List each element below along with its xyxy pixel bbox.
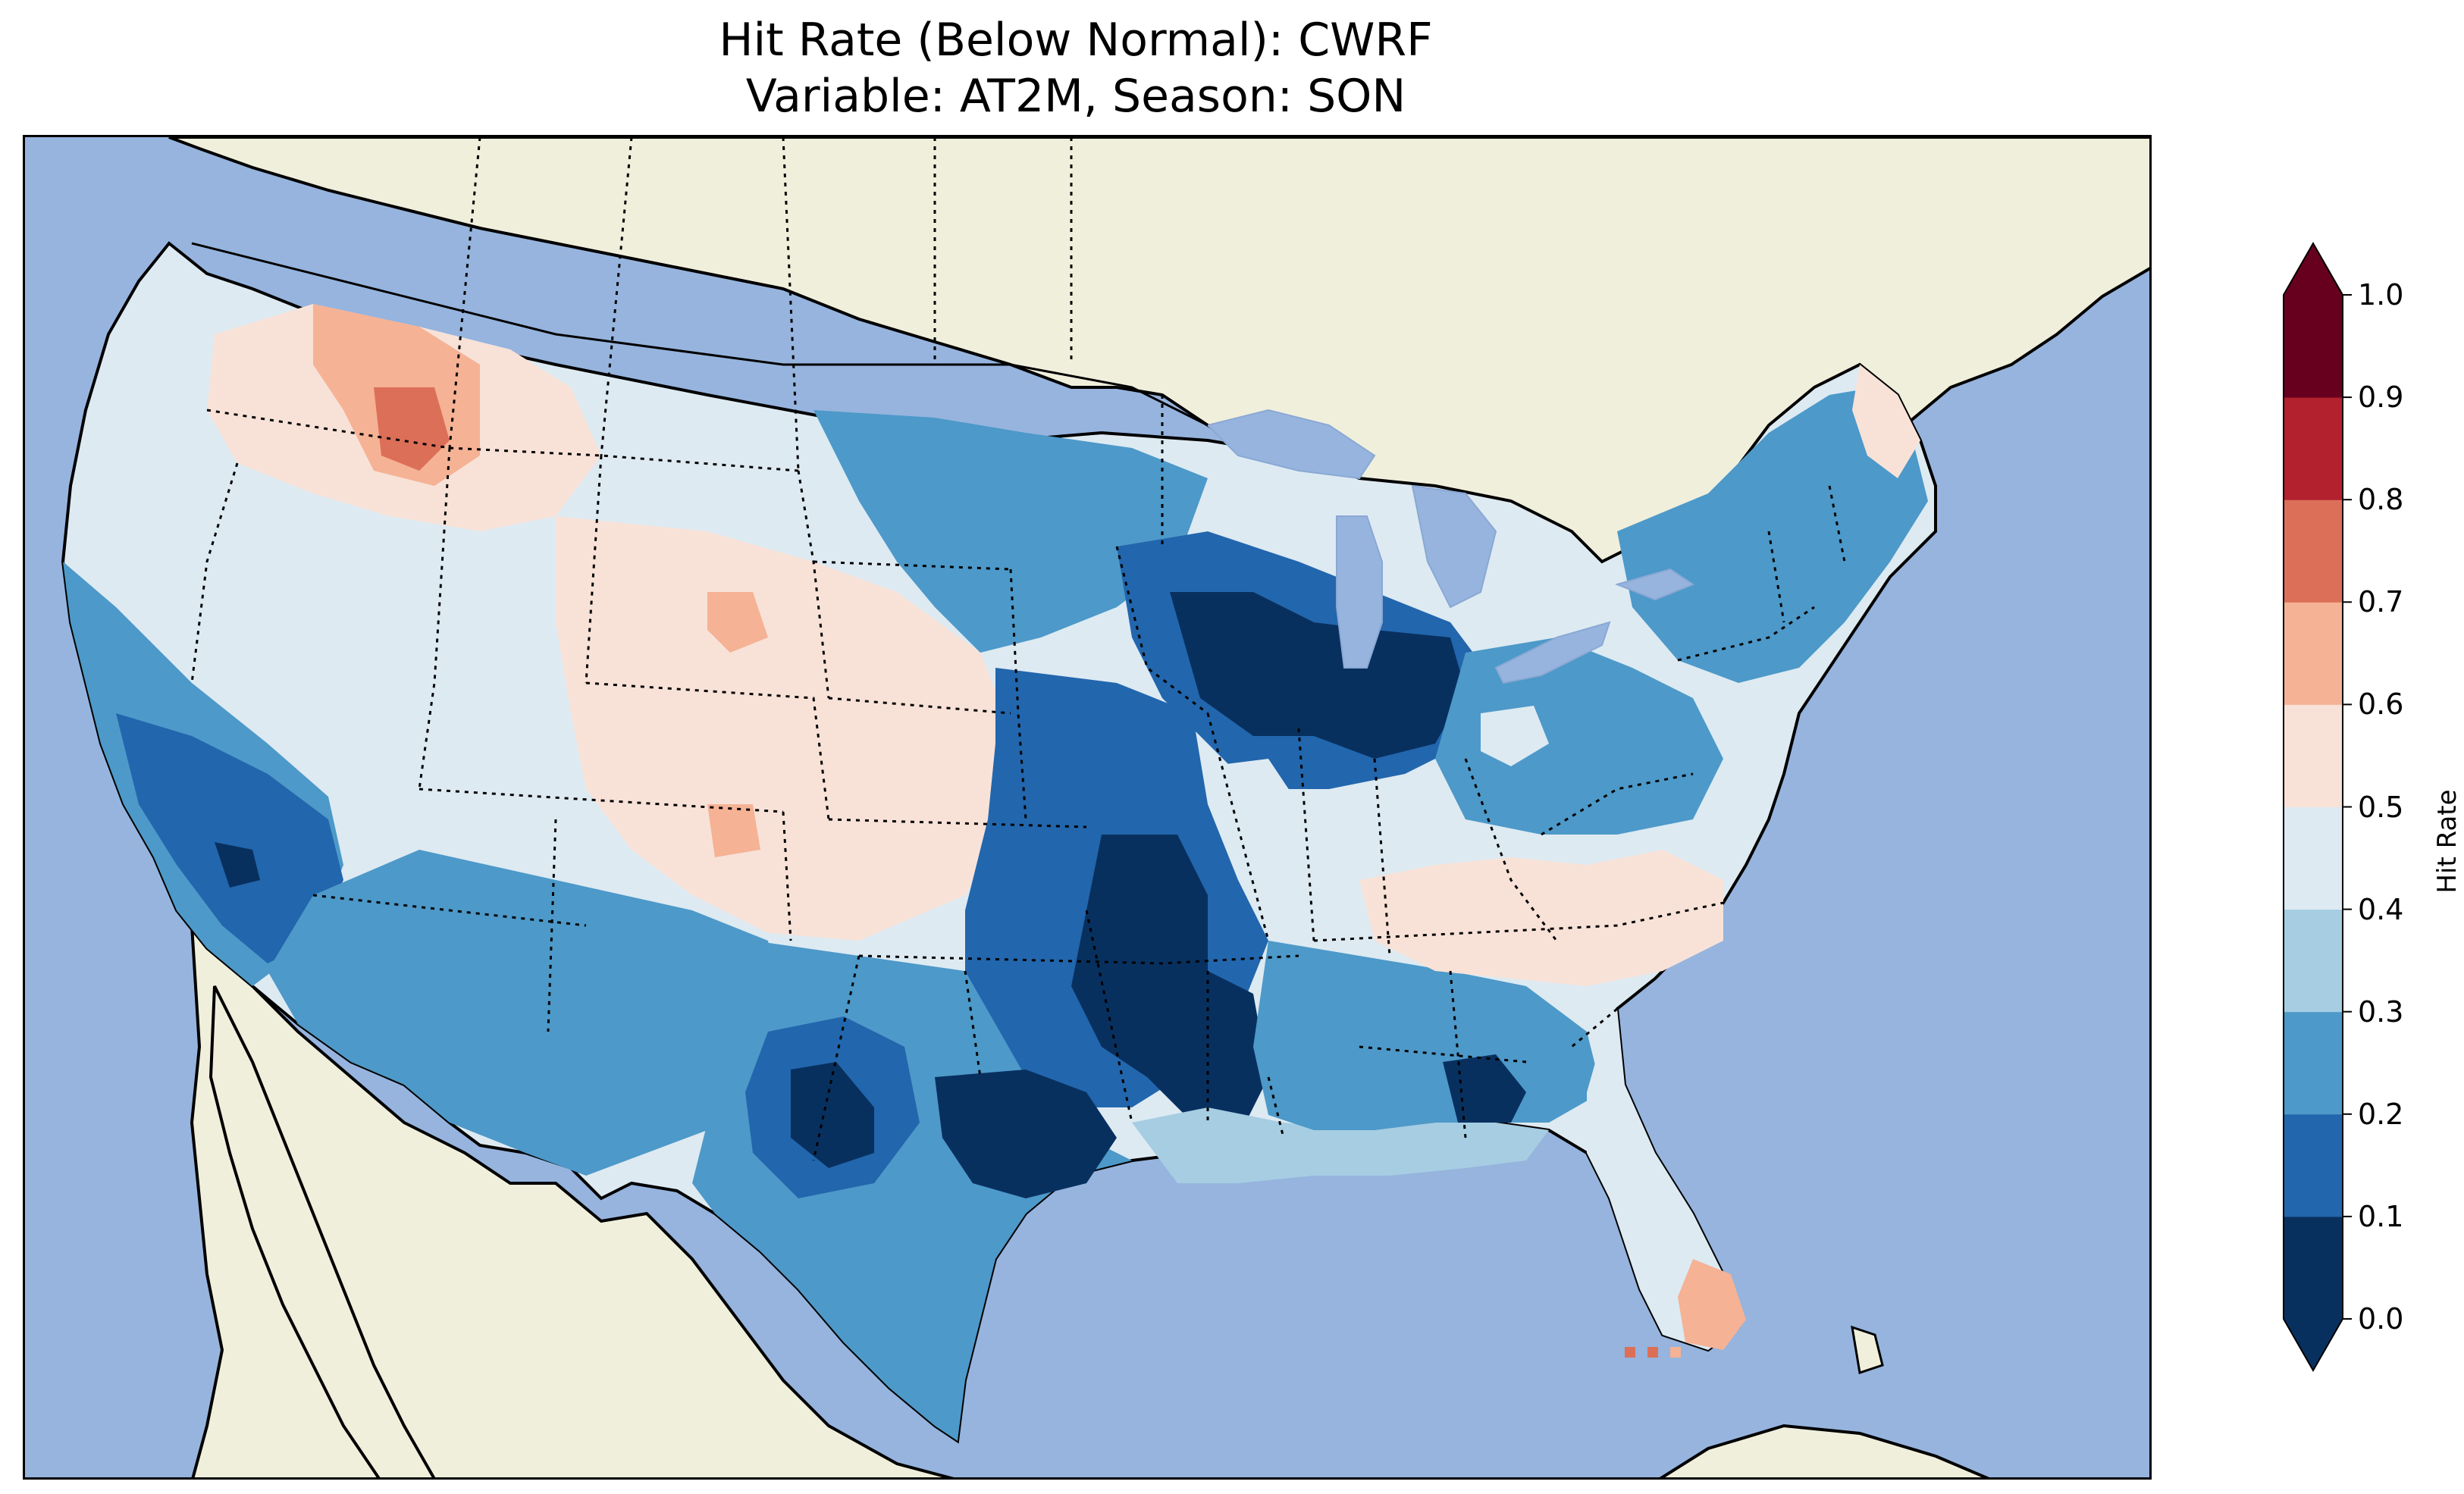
colorbar-bin xyxy=(2284,397,2343,500)
colorbar-tick-label: 0.8 xyxy=(2358,483,2404,517)
colorbar-extend-max xyxy=(2284,243,2343,295)
bahamas-land xyxy=(1851,1325,1884,1374)
region-illinois-pocket xyxy=(1208,759,1299,857)
colorbar-bin xyxy=(2284,1011,2343,1115)
region-dakotas xyxy=(813,410,1208,653)
colorbar-tick-label: 0.1 xyxy=(2358,1199,2404,1233)
region-co-orange-1 xyxy=(707,592,768,653)
region-appalachians xyxy=(1359,850,1723,986)
lake-erie xyxy=(1494,621,1611,684)
cuba-land xyxy=(1659,1424,1989,1477)
region-gulf-coast xyxy=(1132,1107,1549,1183)
region-texas-core-2 xyxy=(791,1062,874,1168)
region-ok-core xyxy=(935,1070,1117,1198)
lake-ontario xyxy=(1614,568,1695,601)
conus-hit-rate-map xyxy=(61,137,2149,1477)
hit-rate-fill-layer xyxy=(63,304,1928,1441)
colorbar-tick-label: 0.0 xyxy=(2358,1302,2404,1336)
colorbar-bin xyxy=(2284,500,2343,603)
region-wy-co xyxy=(556,516,1011,941)
colorbar-tick-label: 0.2 xyxy=(2358,1097,2404,1131)
colorbar-bins xyxy=(2283,241,2343,1373)
region-nv-core xyxy=(116,713,343,963)
region-arizona-nm xyxy=(268,850,783,1176)
region-florida-south xyxy=(1678,1259,1746,1350)
colorbar-tick-label: 0.5 xyxy=(2358,790,2404,824)
baja-peninsula xyxy=(208,985,436,1477)
region-co-orange-2 xyxy=(707,804,760,857)
colorbar-tick-label: 0.9 xyxy=(2358,381,2404,415)
colorbar-bin xyxy=(2284,704,2343,807)
region-maine-light xyxy=(1852,365,1920,478)
lake-superior xyxy=(1206,409,1376,480)
colorbar-bin xyxy=(2284,1113,2343,1217)
region-northeast xyxy=(1617,387,1928,683)
region-ohio-valley xyxy=(1435,637,1723,835)
colorbar-extend-min xyxy=(2284,1319,2343,1370)
colorbar-bin xyxy=(2284,807,2343,910)
colorbar-tick-label: 0.7 xyxy=(2358,585,2404,619)
lake-michigan xyxy=(1336,515,1383,669)
region-idaho-hotspot xyxy=(374,387,450,471)
colorbar-tick-label: 0.4 xyxy=(2358,892,2404,926)
colorbar-bin xyxy=(2284,1216,2343,1320)
state-borders xyxy=(190,137,1846,1161)
us-canada-border xyxy=(191,242,1208,427)
region-ohio-pocket xyxy=(1481,706,1549,766)
mexico-land xyxy=(190,921,955,1477)
colorbar-ticks xyxy=(2343,294,2352,1320)
map-panel xyxy=(23,135,2152,1480)
map-title-line-2: Variable: AT2M, Season: SON xyxy=(745,70,1406,123)
map-title-line-1: Hit Rate (Below Normal): CWRF xyxy=(719,14,1433,67)
region-wi-mi-core xyxy=(1170,592,1466,759)
colorbar-bin xyxy=(2284,602,2343,705)
florida-keys-cells xyxy=(1625,1347,1681,1358)
great-lakes xyxy=(1206,409,1695,684)
lake-huron xyxy=(1411,484,1497,609)
colorbar-label: Hit Rate xyxy=(2432,789,2462,894)
colorbar-tick-label: 0.6 xyxy=(2358,687,2404,722)
colorbar-tick-label: 1.0 xyxy=(2358,278,2404,312)
colorbar-bin xyxy=(2284,909,2343,1013)
region-nv-deep xyxy=(215,842,260,888)
region-missouri-core xyxy=(1071,835,1268,1138)
region-georgia-core xyxy=(1443,1054,1526,1123)
colorbar-tick-label: 0.3 xyxy=(2358,994,2404,1029)
colorbar-bin xyxy=(2284,295,2343,398)
